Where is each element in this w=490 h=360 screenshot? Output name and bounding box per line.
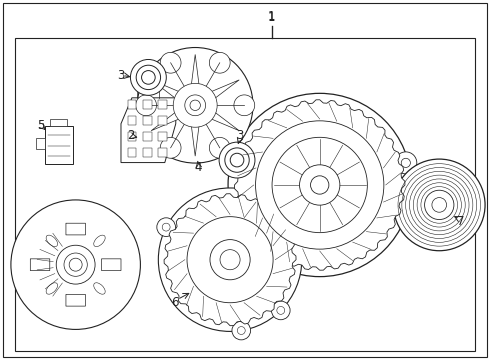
Circle shape	[424, 190, 454, 220]
Circle shape	[240, 228, 249, 237]
Bar	[127, 132, 136, 141]
Circle shape	[160, 52, 181, 73]
Circle shape	[237, 327, 245, 334]
Circle shape	[11, 200, 141, 329]
Circle shape	[185, 95, 206, 116]
Circle shape	[210, 240, 250, 280]
FancyBboxPatch shape	[101, 259, 121, 270]
Circle shape	[401, 158, 411, 167]
Bar	[50, 119, 67, 126]
Circle shape	[64, 253, 87, 276]
Text: 6: 6	[172, 296, 179, 309]
Bar	[143, 116, 152, 125]
Circle shape	[232, 321, 250, 340]
Text: 1: 1	[268, 10, 276, 23]
Text: 4: 4	[195, 161, 202, 174]
Circle shape	[432, 198, 446, 212]
Text: 7: 7	[457, 215, 465, 228]
Bar	[143, 100, 152, 109]
Text: 2: 2	[127, 129, 134, 142]
Ellipse shape	[46, 235, 58, 247]
Polygon shape	[235, 100, 405, 270]
Circle shape	[395, 152, 417, 174]
Circle shape	[225, 148, 249, 172]
Circle shape	[234, 222, 256, 244]
Bar	[158, 132, 167, 141]
Circle shape	[272, 137, 368, 233]
Ellipse shape	[46, 283, 58, 294]
Bar	[158, 100, 167, 109]
Circle shape	[142, 71, 155, 84]
Circle shape	[209, 52, 230, 73]
Circle shape	[137, 48, 253, 163]
Bar	[45, 126, 73, 164]
Bar	[127, 148, 136, 157]
Ellipse shape	[94, 283, 105, 294]
Polygon shape	[151, 110, 183, 131]
Bar	[158, 148, 167, 157]
Circle shape	[299, 165, 340, 205]
Circle shape	[136, 95, 156, 116]
FancyBboxPatch shape	[66, 223, 85, 235]
Circle shape	[220, 249, 240, 270]
Circle shape	[190, 100, 200, 111]
FancyBboxPatch shape	[30, 259, 50, 270]
Circle shape	[173, 83, 217, 127]
Circle shape	[234, 95, 255, 116]
Polygon shape	[208, 110, 239, 131]
Circle shape	[130, 59, 166, 95]
Circle shape	[393, 159, 485, 251]
Circle shape	[160, 138, 181, 158]
Circle shape	[230, 153, 244, 167]
Polygon shape	[191, 122, 199, 156]
Bar	[143, 148, 152, 157]
Circle shape	[256, 121, 384, 249]
Circle shape	[311, 176, 329, 194]
Circle shape	[187, 217, 273, 303]
Bar	[143, 132, 152, 141]
Text: 1: 1	[268, 11, 276, 24]
Bar	[127, 116, 136, 125]
Circle shape	[228, 93, 412, 276]
Polygon shape	[191, 54, 199, 89]
Circle shape	[209, 138, 230, 158]
Circle shape	[271, 301, 290, 320]
Bar	[15, 37, 475, 351]
Circle shape	[136, 65, 161, 90]
Circle shape	[69, 258, 82, 271]
Polygon shape	[151, 80, 183, 100]
Polygon shape	[121, 98, 176, 163]
Circle shape	[158, 188, 302, 332]
Circle shape	[162, 223, 170, 231]
Polygon shape	[164, 194, 296, 326]
Circle shape	[157, 218, 175, 237]
Text: 5: 5	[37, 119, 45, 132]
Circle shape	[219, 142, 255, 178]
Bar	[158, 116, 167, 125]
FancyBboxPatch shape	[66, 294, 85, 306]
Bar	[127, 100, 136, 109]
Ellipse shape	[94, 235, 105, 247]
Circle shape	[277, 306, 285, 314]
Circle shape	[56, 245, 95, 284]
Bar	[36, 138, 45, 149]
Text: 3: 3	[236, 129, 244, 142]
Text: 3: 3	[117, 69, 124, 82]
Polygon shape	[208, 80, 239, 100]
